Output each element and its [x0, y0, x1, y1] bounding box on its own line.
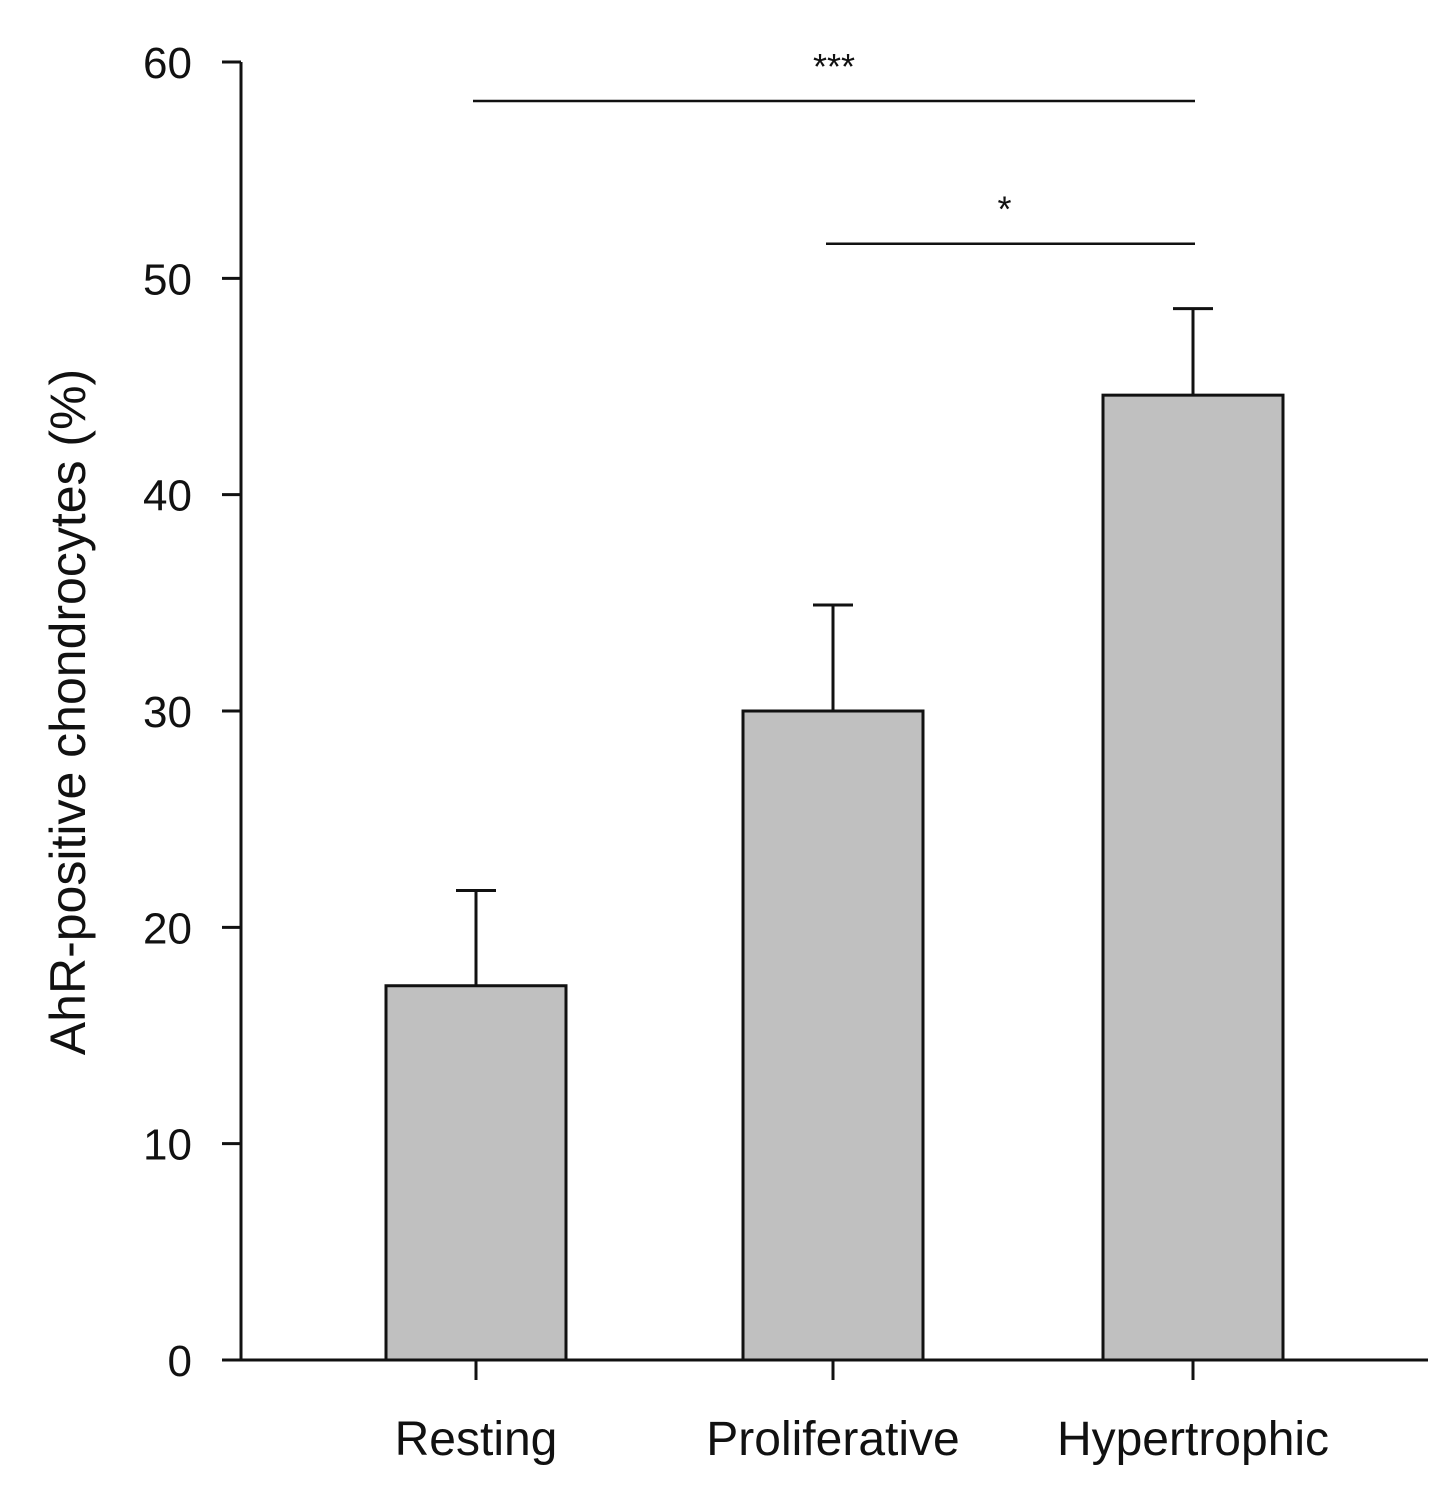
y-tick-label: 50 — [143, 255, 192, 304]
y-tick-label: 0 — [168, 1337, 192, 1386]
x-tick-label: Hypertrophic — [1057, 1413, 1329, 1466]
bars — [384, 307, 1285, 1362]
bar-resting — [384, 984, 568, 1362]
y-tick-label: 40 — [143, 472, 192, 521]
y-tick-label: 20 — [143, 904, 192, 953]
x-tick-label: Proliferative — [706, 1413, 959, 1466]
bar-hypertrophic — [1101, 393, 1285, 1362]
y-axis-ticks: 0 10 20 30 40 50 60 — [143, 39, 241, 1386]
y-axis-title: AhR-positive chondrocytes (%) — [40, 369, 96, 1055]
y-tick-label: 60 — [143, 39, 192, 88]
significance-brackets: **** — [473, 46, 1195, 245]
x-axis-labels: Resting Proliferative Hypertrophic — [395, 1360, 1329, 1466]
significance-label: *** — [813, 46, 855, 87]
significance-label: * — [997, 189, 1011, 230]
y-tick-label: 10 — [143, 1121, 192, 1170]
x-tick-label: Resting — [395, 1413, 558, 1466]
bar-proliferative — [741, 709, 925, 1362]
y-tick-label: 30 — [143, 688, 192, 737]
